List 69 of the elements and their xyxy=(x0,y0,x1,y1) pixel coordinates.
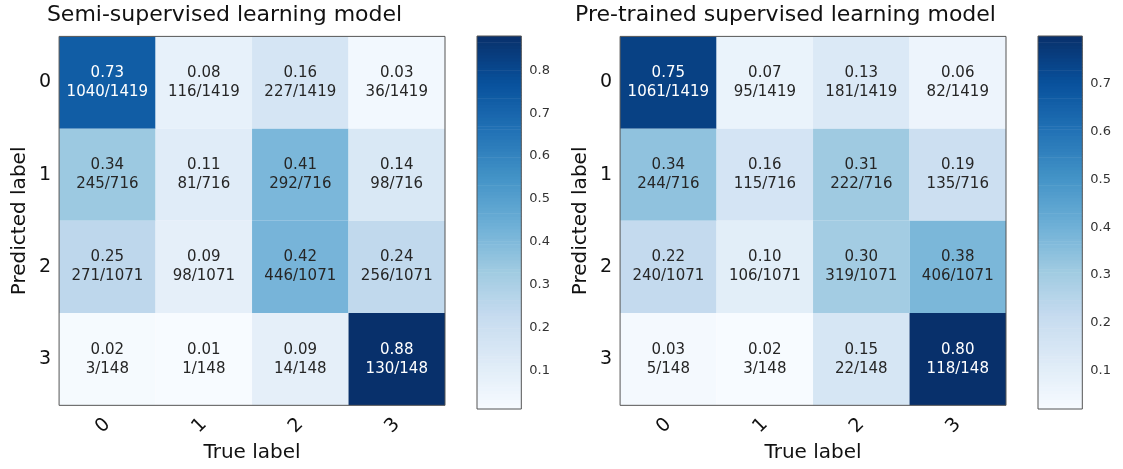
data-label: 0.02 3/148 xyxy=(743,339,787,377)
data-label: 0.38 406/1071 xyxy=(921,247,994,285)
x-tick-label: 3 xyxy=(939,412,965,437)
x-tick-label: 2 xyxy=(282,412,307,437)
data-label: 0.14 98/716 xyxy=(370,155,424,193)
x-tick-label: 2 xyxy=(843,412,868,437)
x-tick-label: 0 xyxy=(650,412,675,437)
color-bar-label: 0.1 xyxy=(1090,362,1112,378)
data-label: 0.08 116/1419 xyxy=(167,62,240,100)
data-label: 0.22 240/1071 xyxy=(632,247,705,285)
y-axis-title: Predicted label xyxy=(567,146,592,296)
data-label: 0.01 1/148 xyxy=(182,339,226,377)
y-tick-label: 1 xyxy=(599,161,613,184)
data-label: 0.41 292/716 xyxy=(269,155,332,193)
color-bar-label: 0.6 xyxy=(529,147,551,163)
y-tick-label: 2 xyxy=(599,253,613,276)
data-label: 0.75 1061/1419 xyxy=(627,62,710,100)
data-label: 0.25 271/1071 xyxy=(71,247,144,285)
data-label: 0.06 82/1419 xyxy=(926,62,989,100)
data-label: 0.09 14/148 xyxy=(273,339,327,377)
color-bar-label: 0.5 xyxy=(1090,170,1112,186)
data-label: 0.02 3/148 xyxy=(85,339,129,377)
x-axis-title: True label xyxy=(763,439,862,464)
data-label: 0.24 256/1071 xyxy=(360,247,433,285)
data-label: 0.42 446/1071 xyxy=(264,247,337,285)
data-label: 0.34 245/716 xyxy=(76,155,139,193)
color-bar-label: 0.2 xyxy=(529,318,551,334)
data-label: 0.09 98/1071 xyxy=(172,247,235,285)
data-label: 0.88 130/148 xyxy=(365,339,428,377)
y-axis-title: Predicted label xyxy=(6,146,31,296)
data-label: 0.34 244/716 xyxy=(637,155,700,193)
color-bar-label: 0.5 xyxy=(529,190,551,206)
data-label: 0.16 115/716 xyxy=(733,155,796,193)
y-tick-label: 0 xyxy=(599,69,613,92)
data-label: 0.11 81/716 xyxy=(177,155,231,193)
y-tick-label: 3 xyxy=(599,346,613,369)
color-bar-label: 0.2 xyxy=(1090,314,1112,330)
color-bar-label: 0.7 xyxy=(1090,75,1112,91)
color-bar-label: 0.4 xyxy=(529,233,551,249)
y-tick-label: 1 xyxy=(38,161,52,184)
color-bar-label: 0.7 xyxy=(529,104,551,120)
data-label: 0.80 118/148 xyxy=(926,339,989,377)
chart-title: Semi-supervised learning model xyxy=(46,0,403,26)
data-label: 0.31 222/716 xyxy=(830,155,893,193)
data-label: 0.30 319/1071 xyxy=(825,247,898,285)
data-label: 0.03 36/1419 xyxy=(365,62,428,100)
x-tick-label: 1 xyxy=(186,412,211,437)
y-tick-label: 2 xyxy=(38,253,52,276)
color-bar-label: 0.6 xyxy=(1090,123,1112,139)
data-label: 0.73 1040/1419 xyxy=(66,62,149,100)
x-tick-label: 1 xyxy=(747,412,772,437)
data-label: 0.10 106/1071 xyxy=(728,247,801,285)
color-bar-label: 0.3 xyxy=(529,276,551,292)
data-label: 0.13 181/1419 xyxy=(825,62,898,100)
color-bar-label: 0.3 xyxy=(1090,266,1112,282)
y-tick-label: 0 xyxy=(38,69,52,92)
color-bar-label: 0.4 xyxy=(1090,218,1112,234)
data-label: 0.16 227/1419 xyxy=(264,62,337,100)
color-bar-label: 0.1 xyxy=(529,361,551,377)
data-label: 0.15 22/148 xyxy=(834,339,888,377)
x-tick-label: 0 xyxy=(89,412,114,437)
data-label: 0.07 95/1419 xyxy=(733,62,796,100)
x-tick-label: 3 xyxy=(378,412,404,437)
chart-title: Pre-trained supervised learning model xyxy=(575,0,996,26)
data-label: 0.19 135/716 xyxy=(926,155,989,193)
x-axis-title: True label xyxy=(202,439,301,464)
y-tick-label: 3 xyxy=(38,346,52,369)
data-label: 0.03 5/148 xyxy=(646,339,690,377)
color-bar-label: 0.8 xyxy=(529,61,551,77)
